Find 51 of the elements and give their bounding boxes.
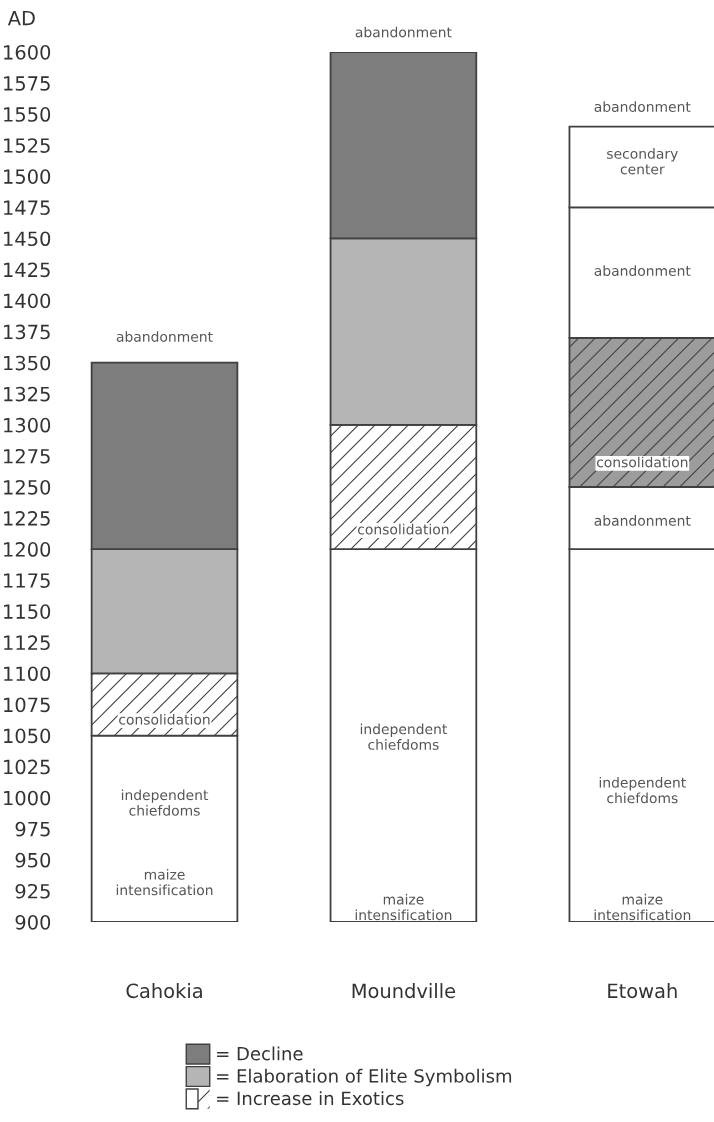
- x-tick-label: Moundville: [352, 983, 456, 999]
- y-tick-label: 1200: [4, 542, 51, 557]
- y-tick-label: 1475: [4, 200, 50, 216]
- legend-label: = Decline: [217, 1046, 303, 1061]
- y-tick-label: 1000: [4, 790, 51, 806]
- y-tick-label: 1050: [4, 728, 51, 744]
- annotation: independent chiefdoms: [360, 723, 447, 750]
- y-tick-label: 1425: [4, 262, 50, 278]
- y-tick-label: 1075: [4, 697, 50, 713]
- annotation: abandonment: [594, 101, 691, 112]
- y-tick-label: 900: [15, 914, 51, 930]
- y-tick-label: 1500: [4, 169, 51, 184]
- annotation: maize intensification: [594, 893, 691, 921]
- annotation: maize intensification: [355, 893, 452, 921]
- y-tick-label: 1450: [4, 231, 51, 247]
- annotation: consolidation: [119, 713, 210, 725]
- y-tick-label: 1350: [4, 355, 51, 371]
- y-tick-label: 1550: [4, 107, 51, 122]
- x-tick-label: Etowah: [608, 983, 677, 999]
- y-tick-label: 925: [15, 883, 50, 899]
- annotation: consolidation: [358, 523, 449, 535]
- y-tick-label: 1150: [4, 604, 51, 619]
- annotation: abandonment: [594, 515, 691, 526]
- y-tick-label: 1025: [4, 759, 50, 775]
- y-tick-label: 1175: [4, 573, 50, 588]
- annotation: secondary center: [607, 148, 678, 175]
- annotation: consolidation: [596, 456, 688, 468]
- y-tick-label: 1125: [4, 635, 50, 651]
- y-tick-label: 1250: [4, 479, 51, 495]
- legend-label: = Increase in Exotics: [217, 1091, 404, 1106]
- y-tick-label: 1325: [4, 386, 50, 402]
- y-tick-label: 1225: [4, 511, 50, 526]
- text: abandonment: [355, 26, 452, 38]
- y-tick-label: 1600: [4, 44, 51, 60]
- y-tick-label: 1575: [4, 76, 50, 91]
- y-tick-label: 1275: [4, 448, 50, 464]
- y-tick-label: 975: [15, 821, 50, 837]
- annotation: maize intensification: [116, 868, 213, 896]
- y-tick-label: 1375: [4, 324, 50, 340]
- annotation: abandonment: [116, 331, 213, 342]
- y-tick-label: 1300: [4, 417, 51, 433]
- y-tick-label: 1100: [4, 666, 51, 682]
- annotation: independent chiefdoms: [121, 789, 209, 816]
- annotation: abandonment: [594, 265, 691, 277]
- y-tick-label: 1400: [4, 293, 51, 309]
- y-tick-label: 1525: [4, 138, 50, 153]
- legend-label: = Elaboration of Elite Symbolism: [217, 1068, 512, 1087]
- annotation: independent chiefdoms: [599, 777, 686, 804]
- x-tick-label: Cahokia: [126, 983, 202, 999]
- y-axis-title: AD: [7, 11, 35, 26]
- y-tick-label: 950: [15, 852, 51, 868]
